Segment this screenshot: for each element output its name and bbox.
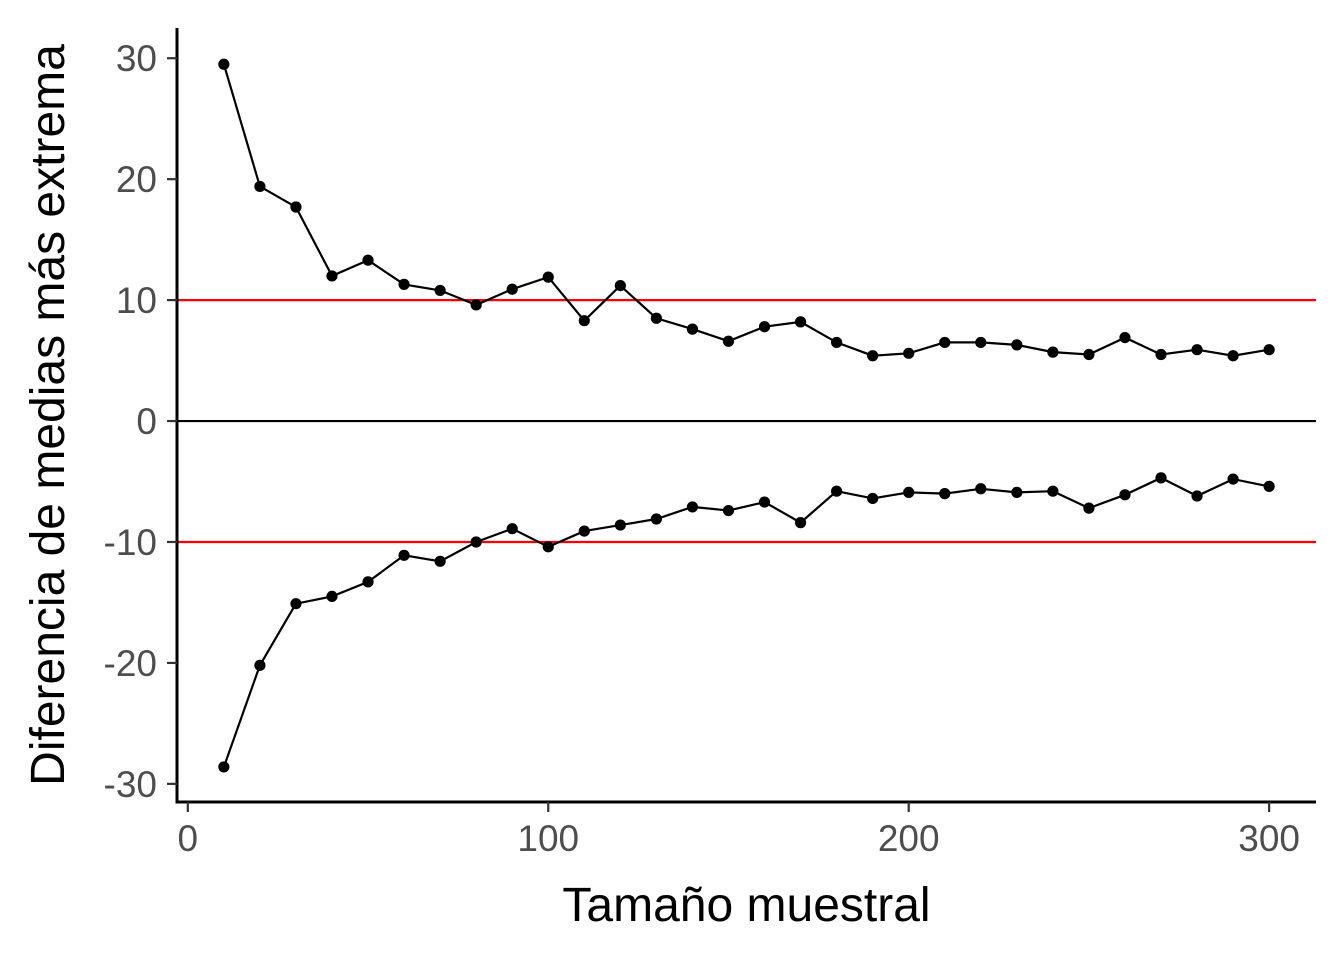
data-point [975,483,987,495]
data-point [1263,344,1275,356]
x-tick-label: 200 [878,818,940,859]
data-point [362,254,374,266]
data-point [470,299,482,311]
data-point [1011,486,1023,498]
data-point [1227,473,1239,485]
data-point [578,315,590,327]
data-point [1263,480,1275,492]
data-point [867,492,879,505]
data-point [542,541,554,553]
data-point [867,350,879,362]
data-point [326,590,338,603]
data-point [1227,350,1239,362]
data-point [1083,348,1095,361]
data-point [1011,339,1023,351]
data-point [939,488,951,500]
data-point [794,517,807,529]
series-layer [218,58,1275,773]
data-point [975,336,987,349]
axes [175,28,1316,804]
reference-lines [177,299,1316,544]
y-tick-label: -30 [104,764,157,805]
y-tick-label: 30 [116,38,157,79]
data-point [506,283,518,295]
data-point [686,323,699,335]
data-point [398,549,410,561]
data-point [470,536,482,548]
data-point [542,271,554,283]
data-point [434,284,446,297]
data-point [218,761,230,773]
data-point [650,312,662,324]
series-line-1 [222,63,1270,357]
data-point [254,180,266,193]
data-point [434,555,446,567]
data-point [939,336,951,349]
data-point [290,598,302,610]
data-point [218,58,230,70]
x-tick-label: 0 [178,818,199,859]
data-point [831,336,843,349]
data-point [614,279,626,292]
data-point [506,523,518,535]
x-tick-label: 100 [517,818,579,859]
series-line-2 [222,476,1270,768]
data-point [1047,346,1059,358]
data-point [650,513,662,525]
data-point [758,321,771,333]
y-tick-label: 0 [136,401,157,442]
data-point [398,278,410,290]
y-tick-label: 10 [116,280,157,321]
data-point [290,201,302,213]
y-axis-title: Diferencia de medias más extrema [22,44,75,786]
data-point [1155,348,1167,361]
data-point [903,486,915,498]
data-point [722,335,735,347]
data-point [831,485,843,497]
data-point [903,347,915,359]
data-point [362,576,374,588]
y-tick-label: -20 [104,643,157,684]
data-point [1191,490,1203,502]
data-point [1155,472,1167,484]
y-tick-label: 20 [116,159,157,200]
data-point [614,519,626,531]
data-point [578,525,590,537]
data-point [326,270,338,282]
data-point [794,316,807,328]
data-point [722,504,735,517]
data-point [758,496,771,508]
data-point [1119,332,1131,344]
data-point [1119,489,1131,501]
x-tick-label: 300 [1238,818,1300,859]
data-point [1047,485,1059,497]
y-tick-label: -10 [104,522,157,563]
data-point [1083,502,1095,514]
data-point [686,501,699,513]
data-point [1191,344,1203,356]
data-point [254,659,266,671]
x-axis-title: Tamaño muestral [562,879,930,932]
